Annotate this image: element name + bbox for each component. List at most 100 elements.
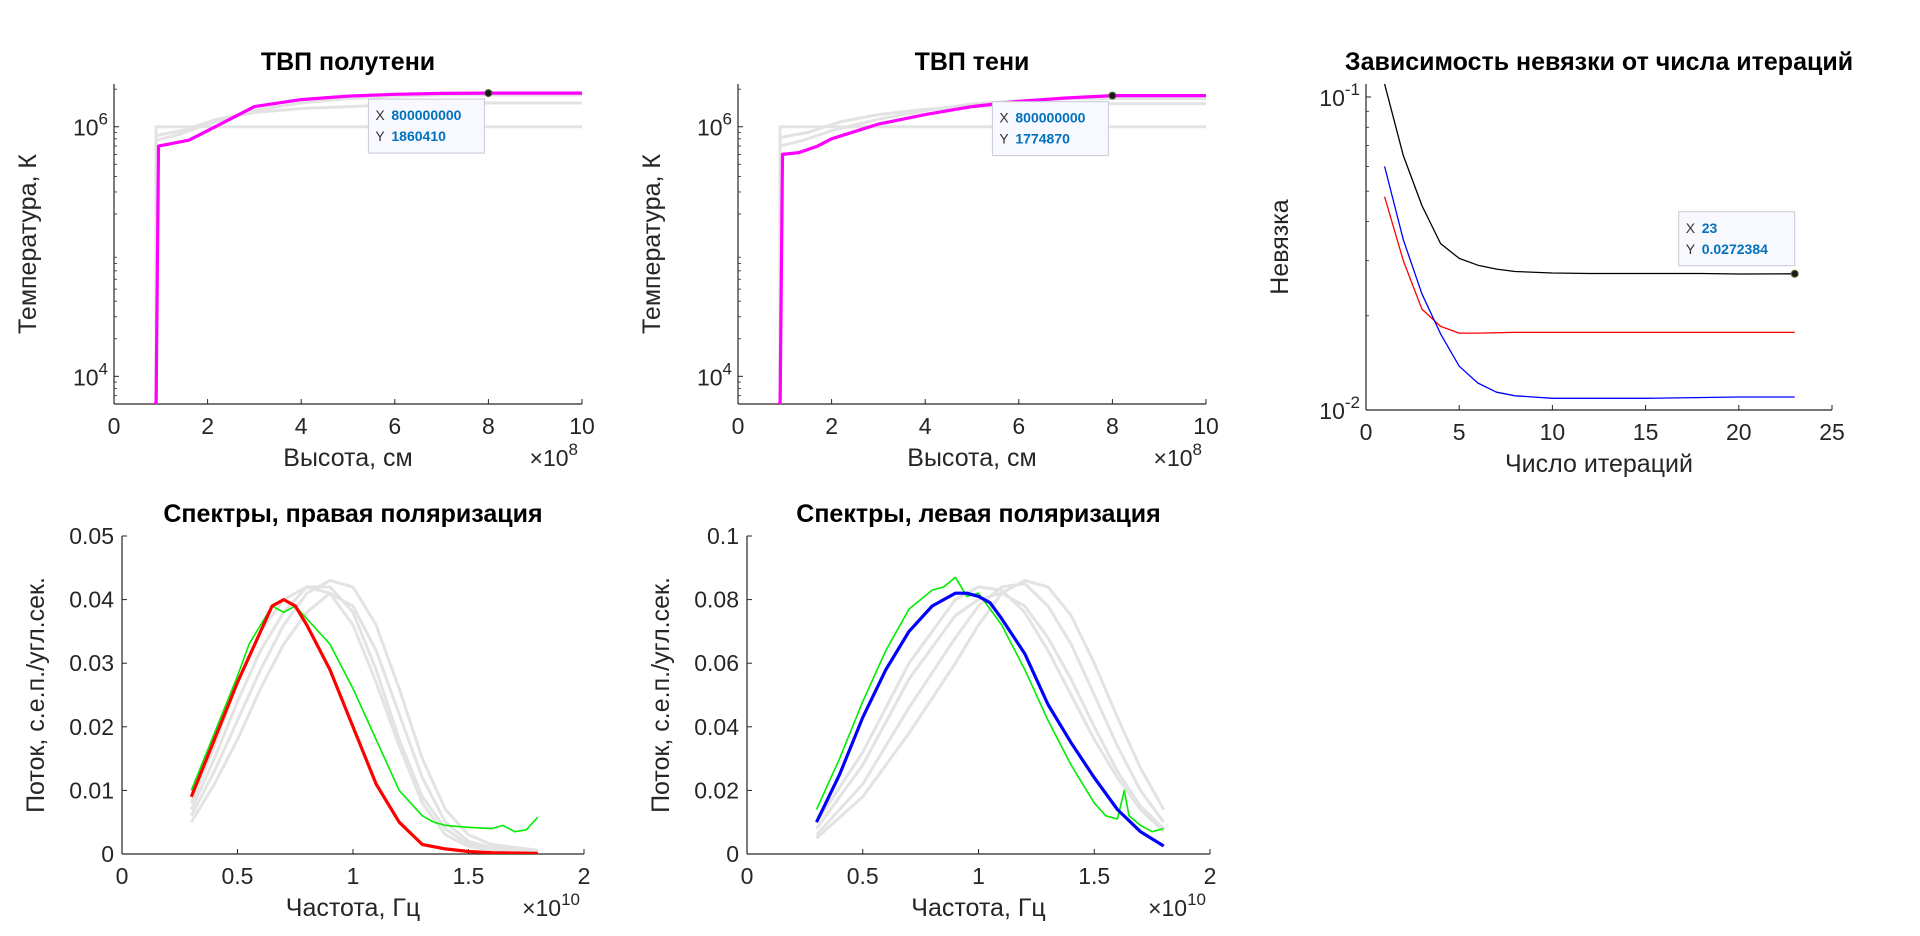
p4-background-series-line bbox=[190, 591, 538, 853]
p3-x-label: Число итераций bbox=[1505, 450, 1693, 478]
p5-x-tick-label: 1.5 bbox=[1078, 863, 1110, 889]
p4-x-label: Частота, Гц bbox=[286, 894, 420, 922]
p5-background-series-line bbox=[815, 579, 1166, 840]
p3-y-tick-label: 10-2 bbox=[1319, 393, 1360, 424]
p2-datatip-y-label: Y bbox=[999, 131, 1009, 147]
p1-x-label: Высота, см bbox=[283, 444, 412, 472]
p3-x-tick-label: 0 bbox=[1360, 419, 1373, 445]
p3-x-tick-label: 5 bbox=[1453, 419, 1466, 445]
p2-y-tick-label: 104 bbox=[697, 359, 732, 390]
p3-x-tick-label: 25 bbox=[1819, 419, 1845, 445]
p2-datatip-marker[interactable] bbox=[1108, 91, 1117, 100]
p4-y-tick-label: 0.05 bbox=[69, 523, 114, 549]
p2-y-label: Температура, К bbox=[638, 154, 666, 334]
p2-x-tick-label: 0 bbox=[732, 413, 745, 439]
p5-y-tick-label: 0.06 bbox=[694, 650, 739, 676]
p1-datatip-marker[interactable] bbox=[484, 89, 493, 98]
p2-x-tick-label: 4 bbox=[919, 413, 932, 439]
p5-y-tick-label: 0.02 bbox=[694, 777, 739, 803]
p2-x-tick-label: 10 bbox=[1193, 413, 1219, 439]
p1-x-tick-label: 6 bbox=[388, 413, 401, 439]
p3-datatip-marker[interactable] bbox=[1790, 269, 1799, 278]
p4-y-tick-label: 0.02 bbox=[69, 714, 114, 740]
p2-x-tick-label: 6 bbox=[1012, 413, 1025, 439]
p5-x-tick-label: 1 bbox=[972, 863, 985, 889]
p2-x-tick-label: 2 bbox=[825, 413, 838, 439]
p1-datatip-y-label: Y bbox=[375, 128, 385, 144]
p3-title: Зависимость невязки от числа итераций bbox=[1345, 48, 1853, 76]
p5-x-label: Частота, Гц bbox=[911, 894, 1045, 922]
p3-datatip-x-value: 23 bbox=[1702, 220, 1718, 236]
p1-x-exponent: ×108 bbox=[530, 440, 578, 471]
p4-y-tick-label: 0.01 bbox=[69, 777, 114, 803]
p3-x-tick-label: 15 bbox=[1633, 419, 1659, 445]
p3-datatip-y-label: Y bbox=[1686, 241, 1696, 257]
p4-plot-area bbox=[189, 579, 539, 854]
p4-x-exponent: ×1010 bbox=[522, 890, 580, 921]
p2-datatip-x-label: X bbox=[999, 110, 1009, 126]
p3-datatip[interactable]: X 23 Y 0.0272384 bbox=[1678, 211, 1796, 267]
p1-y-tick-label: 106 bbox=[73, 110, 108, 141]
p1-series-line bbox=[153, 91, 582, 404]
p4-x-tick-label: 0.5 bbox=[222, 863, 254, 889]
p5-y-tick-label: 0.08 bbox=[694, 587, 739, 613]
p4-y-label: Поток, с.е.п./угл.сек. bbox=[22, 577, 50, 813]
p5-x-exponent: ×1010 bbox=[1148, 890, 1206, 921]
p5-plot-area bbox=[815, 576, 1166, 848]
p3-datatip-y-value: 0.0272384 bbox=[1702, 241, 1768, 257]
p4-x-tick-label: 1.5 bbox=[453, 863, 485, 889]
p2-y-tick-label: 106 bbox=[697, 110, 732, 141]
p2-datatip-y-value: 1774870 bbox=[1015, 131, 1070, 147]
p5-series-line bbox=[815, 576, 1164, 833]
p1-axes: ТВП полутени 0 2 4 6 8 10 Высота, см ×108 104 106 Т… bbox=[14, 48, 595, 472]
p1-x-tick-label: 4 bbox=[295, 413, 308, 439]
p1-x-tick-label: 8 bbox=[482, 413, 495, 439]
p3-y-label: Невязка bbox=[1266, 199, 1294, 294]
p5-background-series-line bbox=[815, 585, 1165, 833]
p3-series-line bbox=[1383, 166, 1795, 399]
p2-axes: ТВП тени 0 2 4 6 8 10 Высота, см ×108 104 106 Темпе… bbox=[638, 48, 1219, 472]
p5-x-tick-label: 2 bbox=[1204, 863, 1217, 889]
p1-datatip-x-label: X bbox=[375, 107, 385, 123]
p2-datatip[interactable]: X 800000000 Y 1774870 bbox=[991, 101, 1109, 157]
p4-y-tick-label: 0.04 bbox=[69, 587, 114, 613]
p1-datatip-box bbox=[367, 98, 485, 154]
p2-series-line bbox=[777, 93, 1206, 404]
p1-y-label: Температура, К bbox=[14, 154, 42, 334]
p5-x-tick-label: 0 bbox=[741, 863, 754, 889]
p5-y-tick-label: 0.04 bbox=[694, 714, 739, 740]
p1-datatip[interactable]: X 800000000 Y 1860410 bbox=[367, 98, 485, 154]
p1-y-tick-label: 104 bbox=[73, 359, 108, 390]
p4-x-tick-label: 1 bbox=[347, 863, 360, 889]
p3-datatip-x-label: X bbox=[1686, 220, 1696, 236]
p4-x-tick-label: 0 bbox=[116, 863, 129, 889]
p5-y-tick-label: 0 bbox=[726, 841, 739, 867]
p1-title: ТВП полутени bbox=[261, 48, 435, 76]
p5-background-series-line bbox=[815, 591, 1165, 830]
p5-background-series-line bbox=[815, 582, 1165, 836]
p3-datatip-box bbox=[1678, 211, 1796, 267]
p1-datatip-y-value: 1860410 bbox=[391, 128, 446, 144]
p5-y-tick-label: 0.1 bbox=[707, 523, 739, 549]
p2-title: ТВП тени bbox=[915, 48, 1030, 76]
p4-series-line bbox=[189, 597, 538, 854]
p3-plot-area bbox=[1383, 83, 1795, 399]
p1-x-tick-label: 10 bbox=[569, 413, 595, 439]
p3-series-line bbox=[1383, 83, 1795, 275]
p2-datatip-x-value: 800000000 bbox=[1015, 110, 1085, 126]
p3-y-tick-label: 10-1 bbox=[1319, 80, 1360, 111]
p1-x-tick-label: 0 bbox=[108, 413, 121, 439]
p4-background-series-line bbox=[189, 585, 538, 853]
p3-series-line bbox=[1383, 196, 1795, 334]
p4-axes: Спектры, правая поляризация 0 0.5 1 1.5 2 Част… bbox=[22, 500, 590, 922]
p2-x-tick-label: 8 bbox=[1106, 413, 1119, 439]
p4-x-tick-label: 2 bbox=[578, 863, 591, 889]
p4-series-line bbox=[190, 605, 539, 833]
p4-y-tick-label: 0.03 bbox=[69, 650, 114, 676]
p2-datatip-box bbox=[991, 101, 1109, 157]
p5-axes: Спектры, левая поляризация 0 0.5 1 1.5 2 Часто… bbox=[647, 500, 1216, 922]
p1-background-series-line bbox=[154, 93, 582, 404]
p5-y-label: Поток, с.е.п./угл.сек. bbox=[647, 577, 675, 813]
